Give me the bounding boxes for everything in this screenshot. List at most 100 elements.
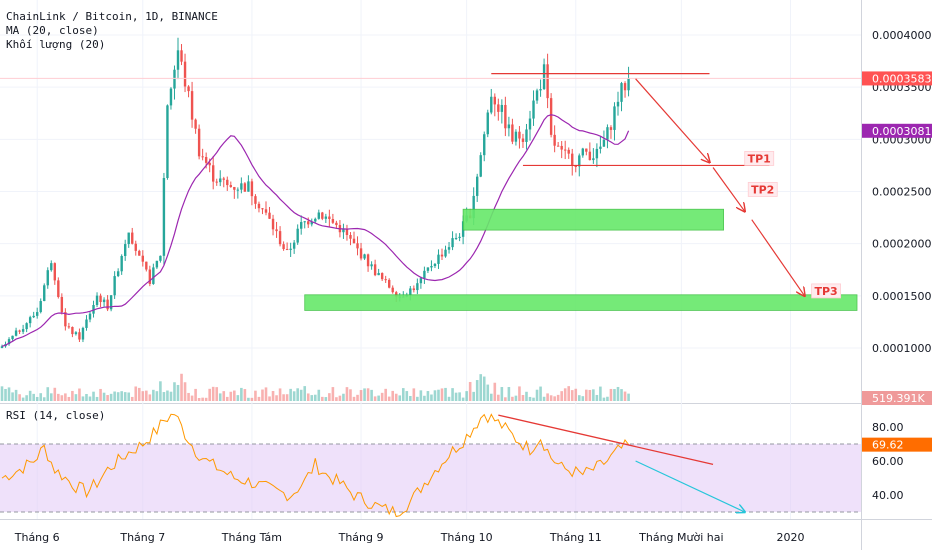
candle-body[interactable] (567, 149, 570, 154)
candle-body[interactable] (546, 64, 549, 99)
candle-body[interactable] (296, 228, 299, 243)
candle-body[interactable] (116, 271, 120, 277)
candle-body[interactable] (627, 78, 630, 91)
volume-indicator-label[interactable]: Khối lượng (20) (6, 38, 106, 51)
candle-body[interactable] (257, 203, 261, 209)
candle-body[interactable] (219, 178, 222, 183)
candle-body[interactable] (359, 248, 363, 259)
candle-body[interactable] (81, 327, 85, 340)
candle-body[interactable] (180, 50, 183, 62)
rsi-divergence-line[interactable] (498, 414, 714, 466)
candle-body[interactable] (145, 261, 148, 270)
candle-body[interactable] (321, 212, 324, 219)
candle-body[interactable] (335, 222, 338, 226)
candle-body[interactable] (542, 64, 546, 90)
candle-body[interactable] (409, 288, 412, 296)
candle-body[interactable] (240, 183, 243, 190)
candle-body[interactable] (613, 106, 616, 130)
candle-body[interactable] (585, 148, 588, 152)
candle-body[interactable] (578, 155, 581, 167)
candle-body[interactable] (497, 104, 500, 112)
support-zone-upper[interactable] (462, 208, 725, 231)
candle-body[interactable] (102, 299, 106, 303)
candle-body[interactable] (363, 254, 366, 259)
candle-body[interactable] (11, 335, 14, 340)
candle-body[interactable] (476, 176, 479, 196)
candle-body[interactable] (528, 118, 532, 130)
candle-body[interactable] (388, 279, 391, 288)
candle-body[interactable] (553, 134, 556, 146)
rsi-indicator-label[interactable]: RSI (14, close) (6, 409, 106, 422)
candle-body[interactable] (169, 88, 173, 106)
candle-body[interactable] (595, 148, 599, 159)
candle-body[interactable] (109, 295, 113, 310)
candle-body[interactable] (490, 96, 493, 113)
candle-body[interactable] (271, 218, 275, 230)
candle-body[interactable] (64, 312, 67, 327)
candle-body[interactable] (342, 229, 345, 233)
candle-body[interactable] (504, 104, 507, 129)
candle-body[interactable] (208, 162, 211, 166)
candle-body[interactable] (479, 155, 482, 177)
candle-body[interactable] (7, 339, 11, 345)
candle-body[interactable] (317, 212, 320, 219)
candle-body[interactable] (345, 229, 349, 236)
candle-body[interactable] (282, 244, 285, 250)
candle-body[interactable] (440, 254, 444, 257)
symbol-title[interactable]: ChainLink / Bitcoin, 1D, BINANCE (6, 10, 218, 23)
rsi-cyan-arrow[interactable] (635, 460, 745, 512)
projection-arrow[interactable] (712, 167, 745, 212)
candle-body[interactable] (226, 179, 229, 186)
candle-body[interactable] (0, 346, 4, 348)
candle-body[interactable] (511, 124, 514, 142)
candle-body[interactable] (370, 264, 373, 267)
support-zone-lower[interactable] (304, 294, 858, 311)
candle-body[interactable] (602, 139, 606, 147)
candle-body[interactable] (549, 98, 553, 135)
candle-body[interactable] (521, 138, 525, 142)
candle-body[interactable] (99, 295, 102, 303)
candle-body[interactable] (447, 247, 451, 250)
candle-body[interactable] (539, 89, 542, 91)
candle-body[interactable] (53, 263, 56, 281)
candle-body[interactable] (162, 178, 166, 256)
candle-body[interactable] (380, 273, 384, 280)
candle-body[interactable] (131, 232, 134, 244)
candle-body[interactable] (349, 235, 352, 239)
candle-body[interactable] (518, 131, 521, 139)
candle-body[interactable] (472, 195, 475, 219)
candle-body[interactable] (190, 91, 194, 120)
candle-body[interactable] (535, 90, 539, 101)
candle-body[interactable] (134, 243, 137, 251)
candle-body[interactable] (486, 112, 489, 135)
candle-body[interactable] (451, 238, 454, 248)
candle-body[interactable] (18, 330, 21, 332)
candle-body[interactable] (254, 196, 257, 204)
candle-body[interactable] (606, 127, 609, 140)
candle-body[interactable] (623, 83, 627, 91)
candle-body[interactable] (106, 299, 109, 310)
candle-body[interactable] (155, 260, 159, 268)
candle-body[interactable] (532, 100, 535, 119)
candle-body[interactable] (574, 166, 577, 168)
candle-body[interactable] (592, 158, 595, 161)
candle-body[interactable] (183, 61, 187, 87)
candle-body[interactable] (581, 148, 584, 156)
candle-body[interactable] (493, 96, 496, 105)
candle-body[interactable] (247, 181, 250, 192)
candle-body[interactable] (43, 285, 46, 302)
candle-body[interactable] (314, 218, 317, 222)
candle-body[interactable] (67, 326, 71, 328)
candle-body[interactable] (85, 319, 88, 328)
candle-body[interactable] (599, 146, 602, 149)
ma-indicator-label[interactable]: MA (20, close) (6, 24, 99, 37)
candle-body[interactable] (507, 124, 511, 129)
candle-body[interactable] (60, 296, 64, 313)
candle-body[interactable] (525, 129, 528, 142)
candle-body[interactable] (204, 157, 208, 163)
candle-body[interactable] (57, 280, 60, 297)
candle-body[interactable] (194, 119, 197, 129)
candle-body[interactable] (483, 134, 486, 156)
candle-body[interactable] (264, 209, 268, 213)
